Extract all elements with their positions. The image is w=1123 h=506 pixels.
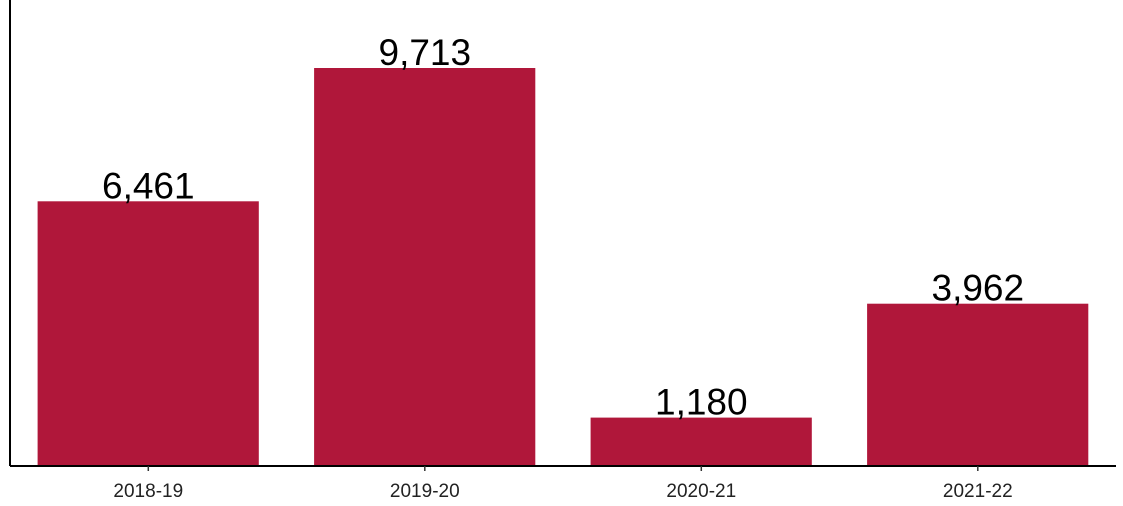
x-tick-label-2021-22: 2021-22 bbox=[943, 481, 1013, 502]
data-labels-group: 6,461 9,713 1,180 3,962 bbox=[102, 32, 1024, 423]
bar-2020-21 bbox=[590, 417, 812, 466]
data-label-2021-22: 3,962 bbox=[932, 268, 1025, 309]
bar-2021-22 bbox=[867, 303, 1089, 466]
x-tick-label-2019-20: 2019-20 bbox=[390, 481, 460, 502]
bar-2019-20 bbox=[314, 68, 536, 466]
bar-2018-19 bbox=[37, 201, 259, 467]
data-label-2020-21: 1,180 bbox=[655, 382, 748, 423]
data-label-2019-20: 9,713 bbox=[379, 32, 472, 73]
bars-group bbox=[37, 68, 1089, 467]
x-ticks-group: 2018-19 2019-20 2020-21 2021-22 bbox=[113, 466, 1013, 502]
data-label-2018-19: 6,461 bbox=[102, 165, 195, 206]
x-tick-label-2018-19: 2018-19 bbox=[113, 481, 183, 502]
x-tick-label-2020-21: 2020-21 bbox=[666, 481, 736, 502]
